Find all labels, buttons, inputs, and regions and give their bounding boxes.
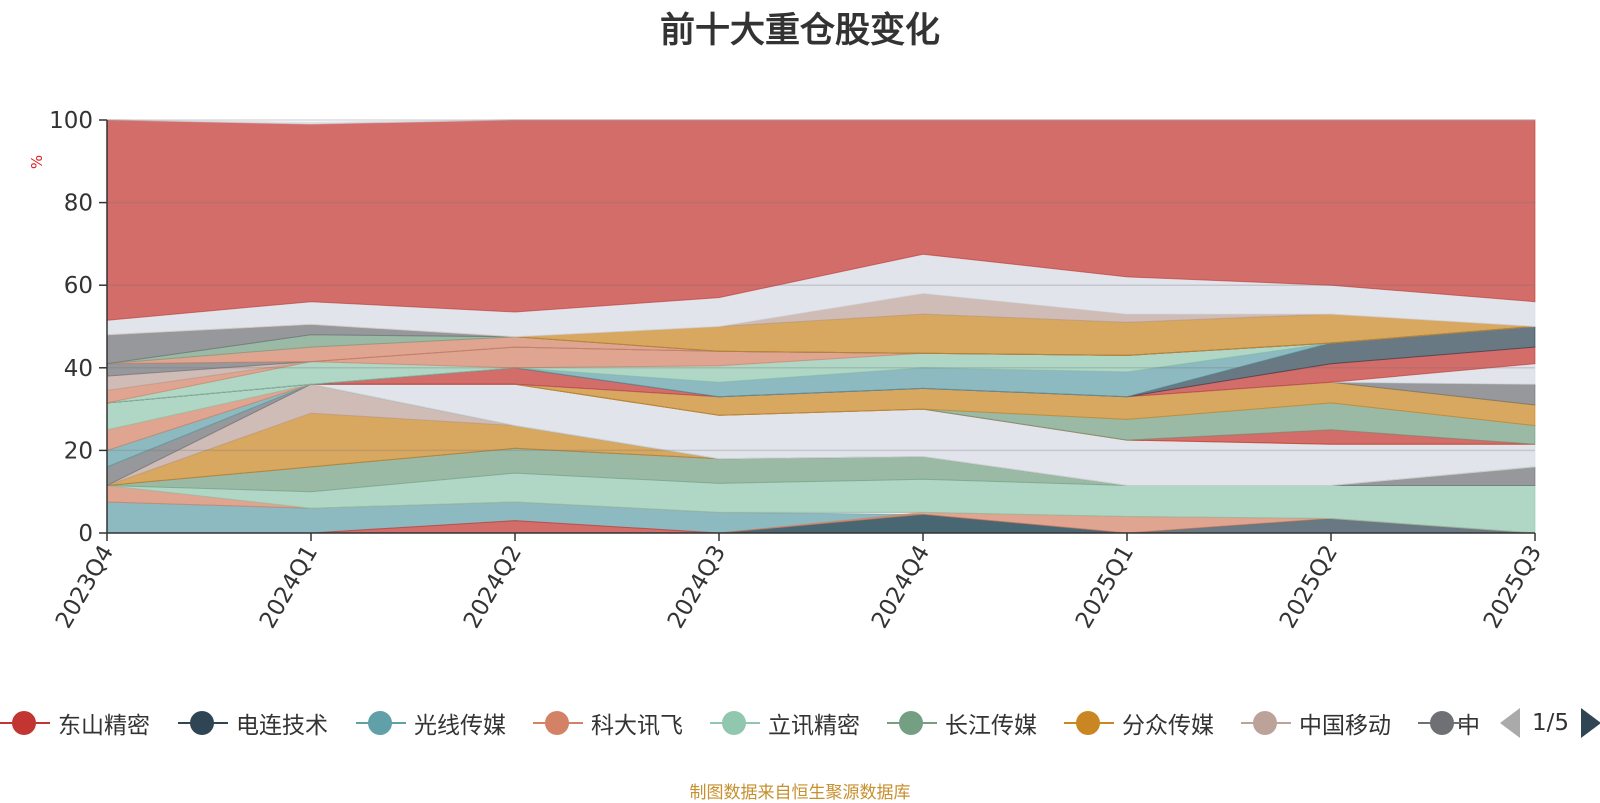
legend-item[interactable]: 科大讯飞	[533, 703, 683, 743]
legend-pager: 1/5	[1500, 708, 1600, 738]
legend-symbol	[0, 708, 50, 738]
legend: 东山精密 电连技术 光线传媒 科大讯飞 立讯精密 长江传媒	[0, 703, 1600, 743]
legend-item[interactable]: 东山精密	[0, 703, 150, 743]
legend-label: 光线传媒	[414, 713, 506, 739]
y-tick-label: 60	[64, 273, 93, 299]
legend-symbol	[887, 708, 937, 738]
chart-title: 前十大重仓股变化	[659, 11, 940, 51]
y-tick-label: 0	[78, 521, 93, 547]
area-bands	[106, 119, 1536, 534]
legend-symbol	[356, 708, 406, 738]
legend-item[interactable]: 中	[1418, 703, 1480, 743]
legend-item[interactable]: 立讯精密	[710, 703, 860, 743]
area-chart: 0 20 40 60 80 100 2023Q4 2024Q1 2024Q2 2024Q3 2024…	[28, 108, 1547, 633]
legend-symbol	[710, 708, 760, 738]
x-tick-label: 2023Q4	[51, 541, 119, 633]
legend-item[interactable]: 分众传媒	[1064, 703, 1214, 743]
legend-item[interactable]: 光线传媒	[356, 703, 506, 743]
x-tick-label: 2025Q2	[1275, 541, 1343, 633]
legend-symbol	[1241, 708, 1291, 738]
y-tick-label: 40	[64, 356, 93, 382]
page-indicator: 1/5	[1532, 710, 1570, 736]
next-page-icon[interactable]	[1581, 708, 1600, 738]
x-tick-label: 2025Q3	[1479, 541, 1547, 633]
y-tick-label: 100	[49, 108, 93, 134]
legend-label: 中	[1457, 713, 1480, 739]
legend-symbol	[178, 708, 228, 738]
legend-label: 东山精密	[58, 713, 150, 739]
y-tick-label: 80	[64, 191, 93, 217]
legend-symbol	[1418, 708, 1468, 738]
x-tick-label: 2024Q4	[867, 541, 935, 633]
prev-page-icon[interactable]	[1500, 708, 1520, 738]
legend-label: 立讯精密	[768, 713, 860, 739]
x-tick-label: 2024Q2	[459, 541, 527, 633]
area-band	[106, 119, 1535, 125]
source-note: 制图数据来自恒生聚源数据库	[689, 783, 911, 803]
legend-label: 电连技术	[236, 713, 328, 739]
y-axis-label: %	[28, 155, 46, 169]
x-tick-label: 2024Q3	[663, 541, 731, 633]
legend-label: 分众传媒	[1122, 713, 1214, 739]
legend-label: 长江传媒	[945, 713, 1037, 739]
legend-item[interactable]: 中国移动	[1241, 703, 1391, 743]
legend-label: 科大讯飞	[591, 713, 683, 739]
legend-item[interactable]: 长江传媒	[887, 703, 1037, 743]
legend-label: 中国移动	[1299, 713, 1391, 739]
legend-symbol	[533, 708, 583, 738]
x-tick-label: 2024Q1	[255, 541, 323, 633]
legend-symbol	[1064, 708, 1114, 738]
legend-item[interactable]: 电连技术	[178, 703, 328, 743]
y-tick-label: 20	[64, 438, 93, 464]
grid-lines	[107, 119, 1535, 452]
x-tick-label: 2025Q1	[1071, 541, 1139, 633]
